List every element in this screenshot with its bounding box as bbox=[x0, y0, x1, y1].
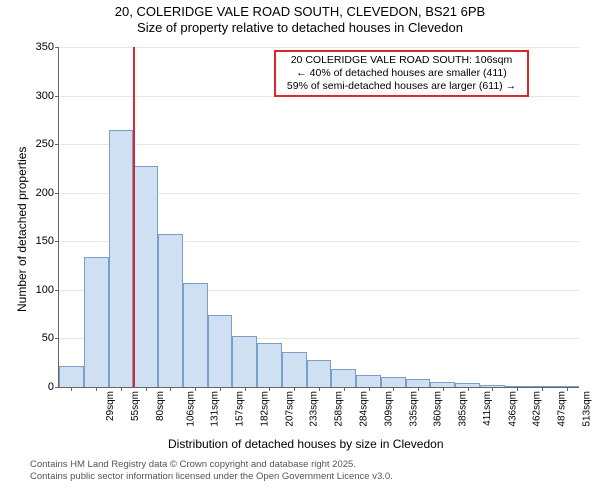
x-tick-label: 335sqm bbox=[408, 391, 419, 427]
attribution: Contains HM Land Registry data © Crown c… bbox=[30, 459, 393, 484]
grid-line bbox=[59, 144, 579, 145]
callout-box: 20 COLERIDGE VALE ROAD SOUTH: 106sqm← 40… bbox=[274, 50, 529, 97]
x-tick-mark bbox=[294, 387, 295, 391]
x-tick-label: 309sqm bbox=[383, 391, 394, 427]
x-tick-label: 411sqm bbox=[482, 391, 493, 426]
y-tick-label: 250 bbox=[36, 138, 59, 150]
x-tick-label: 284sqm bbox=[359, 391, 370, 427]
histogram-bar bbox=[232, 336, 257, 387]
chart-container: 20, COLERIDGE VALE ROAD SOUTH, CLEVEDON,… bbox=[0, 0, 600, 500]
histogram-bar bbox=[133, 166, 158, 387]
x-tick-label: 385sqm bbox=[458, 391, 469, 427]
histogram-bar bbox=[109, 130, 134, 387]
x-tick-label: 436sqm bbox=[507, 391, 518, 427]
histogram-bar bbox=[208, 315, 233, 387]
histogram-bar bbox=[59, 366, 84, 387]
x-tick-mark bbox=[71, 387, 72, 391]
x-tick-mark bbox=[443, 387, 444, 391]
x-tick-label: 207sqm bbox=[284, 391, 295, 427]
x-tick-label: 360sqm bbox=[433, 391, 444, 427]
x-tick-mark bbox=[245, 387, 246, 391]
grid-line bbox=[59, 47, 579, 48]
x-tick-mark bbox=[220, 387, 221, 391]
attribution-line-1: Contains HM Land Registry data © Crown c… bbox=[30, 459, 393, 471]
histogram-bar bbox=[282, 352, 307, 387]
x-tick-label: 462sqm bbox=[532, 391, 543, 427]
histogram-bar bbox=[307, 360, 332, 387]
title-line-2: Size of property relative to detached ho… bbox=[0, 20, 600, 36]
y-tick-label: 150 bbox=[36, 235, 59, 247]
y-tick-label: 50 bbox=[42, 332, 59, 344]
x-tick-mark bbox=[269, 387, 270, 391]
x-axis-label: Distribution of detached houses by size … bbox=[168, 437, 444, 451]
x-tick-mark bbox=[369, 387, 370, 391]
histogram-bar bbox=[356, 375, 381, 387]
y-axis-label: Number of detached properties bbox=[15, 147, 29, 312]
histogram-bar bbox=[257, 343, 282, 387]
x-tick-label: 182sqm bbox=[260, 391, 271, 427]
y-tick-label: 0 bbox=[48, 381, 59, 393]
histogram-bar bbox=[406, 379, 431, 387]
x-tick-label: 233sqm bbox=[309, 391, 320, 427]
marker-line bbox=[133, 47, 135, 387]
x-tick-mark bbox=[418, 387, 419, 391]
x-tick-label: 157sqm bbox=[235, 391, 246, 427]
title-block: 20, COLERIDGE VALE ROAD SOUTH, CLEVEDON,… bbox=[0, 0, 600, 37]
histogram-bar bbox=[331, 369, 356, 387]
plot-area: 05010015020025030035029sqm55sqm80sqm106s… bbox=[58, 47, 579, 388]
histogram-bar bbox=[183, 283, 208, 387]
x-tick-label: 513sqm bbox=[581, 391, 592, 427]
callout-line: ← 40% of detached houses are smaller (41… bbox=[282, 67, 521, 80]
x-tick-mark bbox=[492, 387, 493, 391]
title-line-1: 20, COLERIDGE VALE ROAD SOUTH, CLEVEDON,… bbox=[0, 4, 600, 20]
x-tick-label: 55sqm bbox=[130, 391, 141, 421]
x-tick-mark bbox=[567, 387, 568, 391]
attribution-line-2: Contains public sector information licen… bbox=[30, 471, 393, 483]
y-tick-label: 350 bbox=[36, 41, 59, 53]
x-tick-label: 29sqm bbox=[105, 391, 116, 421]
histogram-bar bbox=[84, 257, 109, 387]
x-tick-label: 131sqm bbox=[210, 391, 221, 427]
x-tick-label: 80sqm bbox=[155, 391, 166, 421]
x-tick-mark bbox=[195, 387, 196, 391]
histogram-bar bbox=[381, 377, 406, 387]
y-tick-label: 300 bbox=[36, 90, 59, 102]
x-tick-mark bbox=[517, 387, 518, 391]
x-tick-label: 258sqm bbox=[334, 391, 345, 427]
x-tick-mark bbox=[121, 387, 122, 391]
callout-line: 59% of semi-detached houses are larger (… bbox=[282, 80, 521, 93]
x-tick-mark bbox=[344, 387, 345, 391]
x-tick-mark bbox=[319, 387, 320, 391]
x-tick-label: 106sqm bbox=[185, 391, 196, 427]
histogram-bar bbox=[158, 234, 183, 387]
y-tick-label: 200 bbox=[36, 187, 59, 199]
y-tick-label: 100 bbox=[36, 284, 59, 296]
x-tick-mark bbox=[393, 387, 394, 391]
x-tick-mark bbox=[468, 387, 469, 391]
callout-line: 20 COLERIDGE VALE ROAD SOUTH: 106sqm bbox=[282, 54, 521, 67]
x-tick-mark bbox=[146, 387, 147, 391]
x-tick-mark bbox=[542, 387, 543, 391]
x-tick-mark bbox=[170, 387, 171, 391]
x-tick-label: 487sqm bbox=[557, 391, 568, 427]
x-tick-mark bbox=[96, 387, 97, 391]
